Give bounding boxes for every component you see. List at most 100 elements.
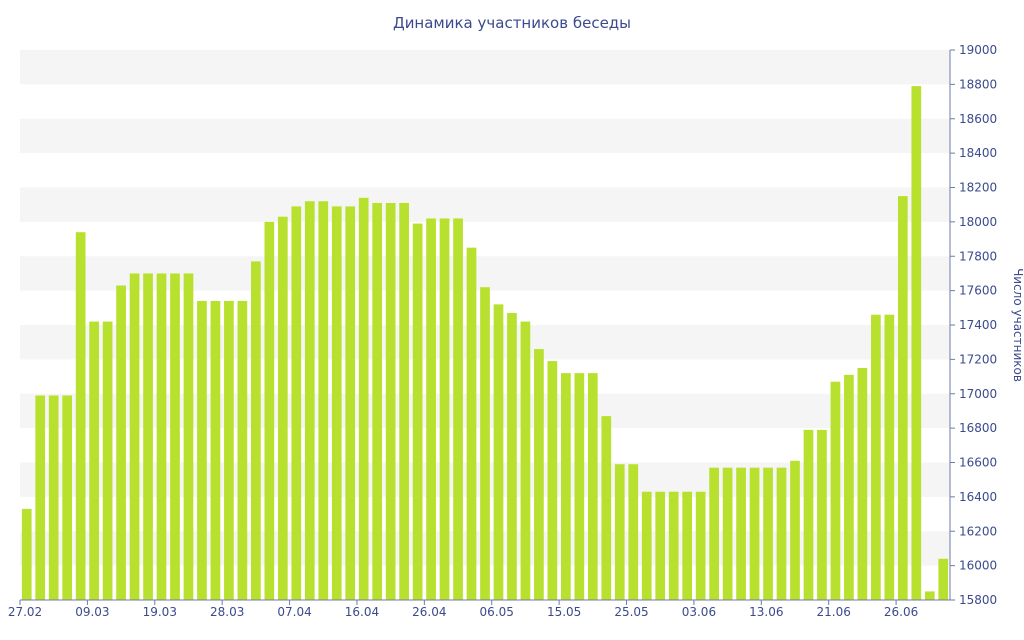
bars-group [21,86,949,601]
bar [547,361,558,600]
x-tick-label: 26.06 [884,605,918,619]
bar [507,312,517,600]
bar [129,273,140,600]
bar [641,491,652,600]
x-tick-label: 28.03 [210,605,244,619]
bar [493,304,504,601]
bar [776,467,787,600]
y-tick-label: 18200 [959,181,997,195]
y-tick-label: 17200 [959,352,997,366]
x-tick-label: 03.06 [682,605,716,619]
y-tick-label: 17400 [959,318,997,332]
bar [830,381,841,600]
y-tick-label: 15800 [959,593,997,607]
y-tick-label: 18400 [959,146,997,160]
bar [372,202,383,600]
bar [358,197,369,600]
y-tick-label: 18800 [959,77,997,91]
bar [251,261,261,600]
x-tick-label: 07.04 [277,605,311,619]
bar [224,300,234,600]
x-ticks: 27.02 09.03 19.03 28.03 07.04 16.04 26.04 06.05… [8,600,918,619]
y-ticks: 15800 16000 16200 16400 16600 16800 17000 17200… [950,43,997,607]
bar [75,232,86,600]
x-tick-label: 19.03 [143,605,177,619]
bar [534,349,544,600]
bar [439,218,450,600]
bar [331,206,342,600]
bar [897,196,908,600]
bar [749,467,760,600]
chart-title: Динамика участников беседы [393,14,631,32]
bar [601,416,612,600]
x-tick-label: 26.04 [412,605,446,619]
bar [614,464,625,600]
y-tick-label: 19000 [959,43,997,57]
bar [237,300,248,600]
grid-band [20,50,950,85]
bar [628,464,639,600]
bar [709,467,719,600]
y-axis-title: Число участников [1011,268,1024,382]
bar [695,491,706,600]
y-tick-label: 16800 [959,421,997,435]
x-tick-label: 13.06 [749,605,783,619]
bar [35,395,46,600]
x-tick-label: 27.02 [8,605,42,619]
y-tick-label: 16000 [959,559,997,573]
grid-band [20,187,950,222]
bar [210,300,221,600]
bar [682,491,693,600]
bar [183,273,194,600]
bar [21,508,32,600]
bar [480,287,490,600]
bar [62,395,73,600]
bar [345,206,356,600]
x-tick-label: 06.05 [480,605,514,619]
y-tick-label: 17600 [959,284,997,298]
bar [803,429,814,600]
bar [89,321,99,600]
x-tick-label: 15.05 [547,605,581,619]
bar [399,202,409,600]
bar [736,467,746,600]
bar [561,373,571,601]
bar [844,374,854,600]
bar [857,367,868,600]
grid-band [20,118,950,154]
x-tick-label: 16.04 [345,605,379,619]
y-tick-label: 16600 [959,456,997,470]
bar [170,273,180,600]
bar [520,321,531,600]
bar [48,395,59,600]
y-tick-label: 17000 [959,387,997,401]
bar [763,467,773,600]
y-tick-label: 17800 [959,249,997,263]
y-tick-label: 18000 [959,215,997,229]
x-tick-label: 09.03 [75,605,109,619]
bar [587,373,598,601]
bar [197,300,207,600]
bar [412,223,423,600]
x-tick-label: 21.06 [817,605,851,619]
bar [143,273,153,600]
bar [655,491,666,600]
bar [722,467,733,600]
bar [264,221,275,601]
bar [884,314,895,600]
bar [385,202,396,600]
x-tick-label: 25.05 [614,605,648,619]
bar [304,201,315,600]
bar [426,218,436,600]
bar [453,218,463,600]
bar [102,321,113,600]
bar [156,273,167,600]
bar [574,373,585,601]
y-tick-label: 18600 [959,112,997,126]
bar [668,491,679,600]
bar [466,247,477,600]
y-tick-label: 16400 [959,490,997,504]
y-tick-label: 16200 [959,524,997,538]
bar [277,216,288,600]
